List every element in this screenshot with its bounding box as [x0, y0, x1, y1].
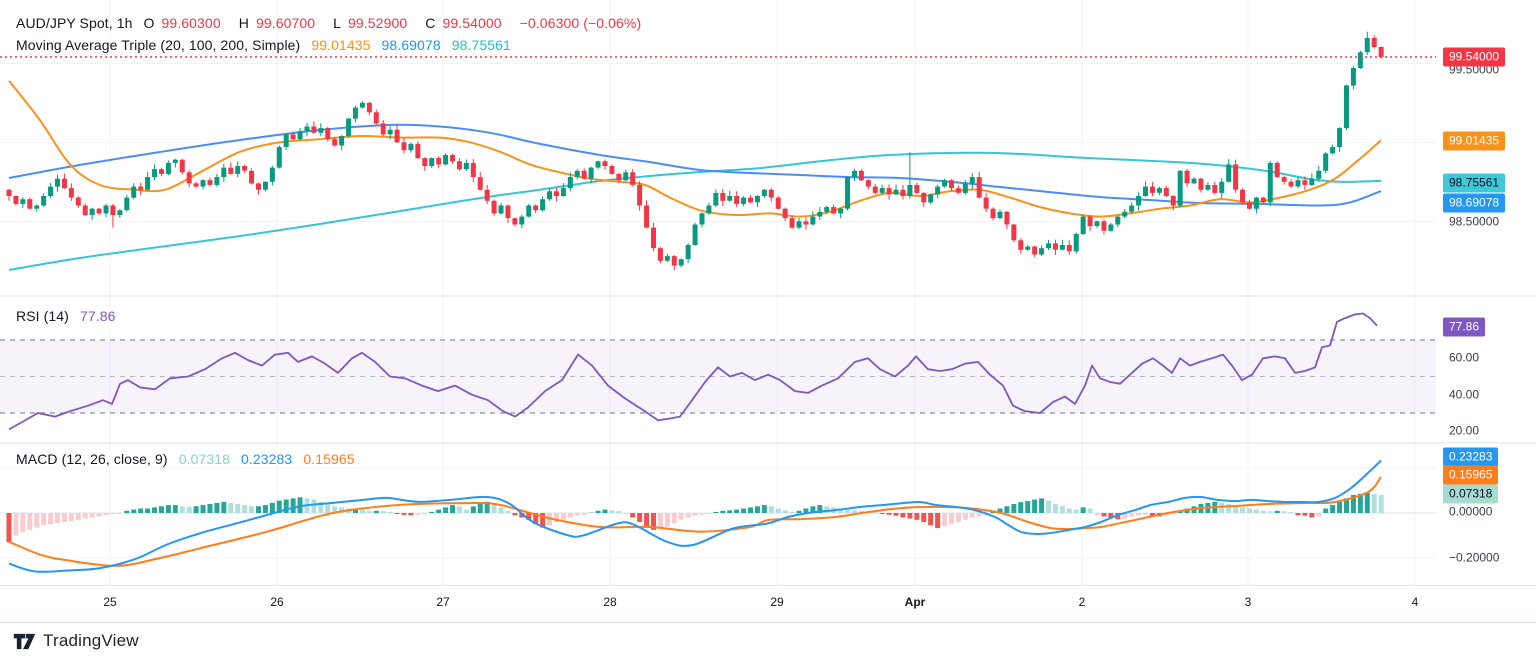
time-tick-28: 28	[603, 595, 617, 609]
macd-pane	[0, 459, 1436, 573]
ma-title: Moving Average Triple (20, 100, 200, Sim…	[16, 37, 301, 53]
time-tick-26: 26	[270, 595, 284, 609]
macd-line-value: 0.23283	[241, 451, 293, 467]
ma20-value: 99.01435	[311, 37, 371, 53]
time-tick-Apr: Apr	[904, 595, 926, 609]
macd-title: MACD (12, 26, close, 9)	[16, 451, 168, 467]
ohlc-low: L 99.52900	[333, 15, 408, 31]
macd-signal-value: 0.15965	[303, 451, 355, 467]
axis-label-0.00000: 0.00000	[1449, 504, 1493, 519]
time-tick-29: 29	[770, 595, 784, 609]
axis-badge-98.75561: 98.75561	[1443, 173, 1506, 193]
candles	[6, 31, 1384, 271]
axis-badge-99.01435: 99.01435	[1443, 131, 1506, 151]
axis-badge-0.07318: 0.07318	[1443, 484, 1499, 504]
time-tick-4: 4	[1411, 595, 1419, 609]
time-tick-25: 25	[103, 595, 117, 609]
rsi-title: RSI (14)	[16, 308, 69, 324]
time-tick-27: 27	[436, 595, 450, 609]
change-value: −0.06300 (−0.06%)	[519, 15, 642, 31]
time-tick-2: 2	[1078, 595, 1086, 609]
tradingview-logo-icon	[13, 633, 36, 649]
macd-hist-value: 0.07318	[178, 451, 230, 467]
footer-bar: TradingView	[0, 622, 1536, 660]
rsi-band	[0, 339, 1436, 414]
tradingview-logo-text: TradingView	[43, 631, 139, 650]
ohlc-open: O 99.60300	[143, 15, 221, 31]
symbol-title: AUD/JPY Spot, 1h	[16, 15, 133, 31]
gridlines	[0, 0, 1436, 585]
ma-triple-legend[interactable]: Moving Average Triple (20, 100, 200, Sim…	[16, 37, 518, 53]
rsi-legend[interactable]: RSI (14) 77.86	[16, 308, 122, 324]
moving-averages	[8, 80, 1382, 271]
tradingview-logo[interactable]: TradingView	[13, 631, 139, 651]
axis-badge-0.23283: 0.23283	[1443, 447, 1499, 467]
axis-label-20.00: 20.00	[1449, 423, 1480, 438]
ohlc-high: H 99.60700	[238, 15, 316, 31]
time-tick-3: 3	[1244, 595, 1252, 609]
pane-borders	[0, 295, 1536, 444]
ma200-value: 98.75561	[451, 37, 511, 53]
axis-badge-77.86: 77.86	[1443, 317, 1486, 337]
time-axis[interactable]: 25 26 27 28 29 Apr 2 3 4	[0, 585, 1536, 623]
axis-label-98.50000: 98.50000	[1449, 214, 1500, 229]
axis-badge-99.54000: 99.54000	[1443, 47, 1506, 67]
ma100-value: 98.69078	[381, 37, 441, 53]
axis-label-60.00: 60.00	[1449, 350, 1480, 365]
macd-legend[interactable]: MACD (12, 26, close, 9) 0.07318 0.23283 …	[16, 451, 362, 467]
axis-label-−0.20000: −0.20000	[1449, 550, 1500, 565]
ohlc-close: C 99.54000	[425, 15, 502, 31]
rsi-value: 77.86	[79, 308, 116, 324]
axis-badge-0.15965: 0.15965	[1443, 465, 1499, 485]
rsi-line	[8, 312, 1378, 431]
symbol-legend[interactable]: AUD/JPY Spot, 1h O 99.60300 H 99.60700 L 99…	[16, 15, 648, 31]
axis-label-40.00: 40.00	[1449, 387, 1480, 402]
axis-badge-98.69078: 98.69078	[1443, 193, 1506, 213]
